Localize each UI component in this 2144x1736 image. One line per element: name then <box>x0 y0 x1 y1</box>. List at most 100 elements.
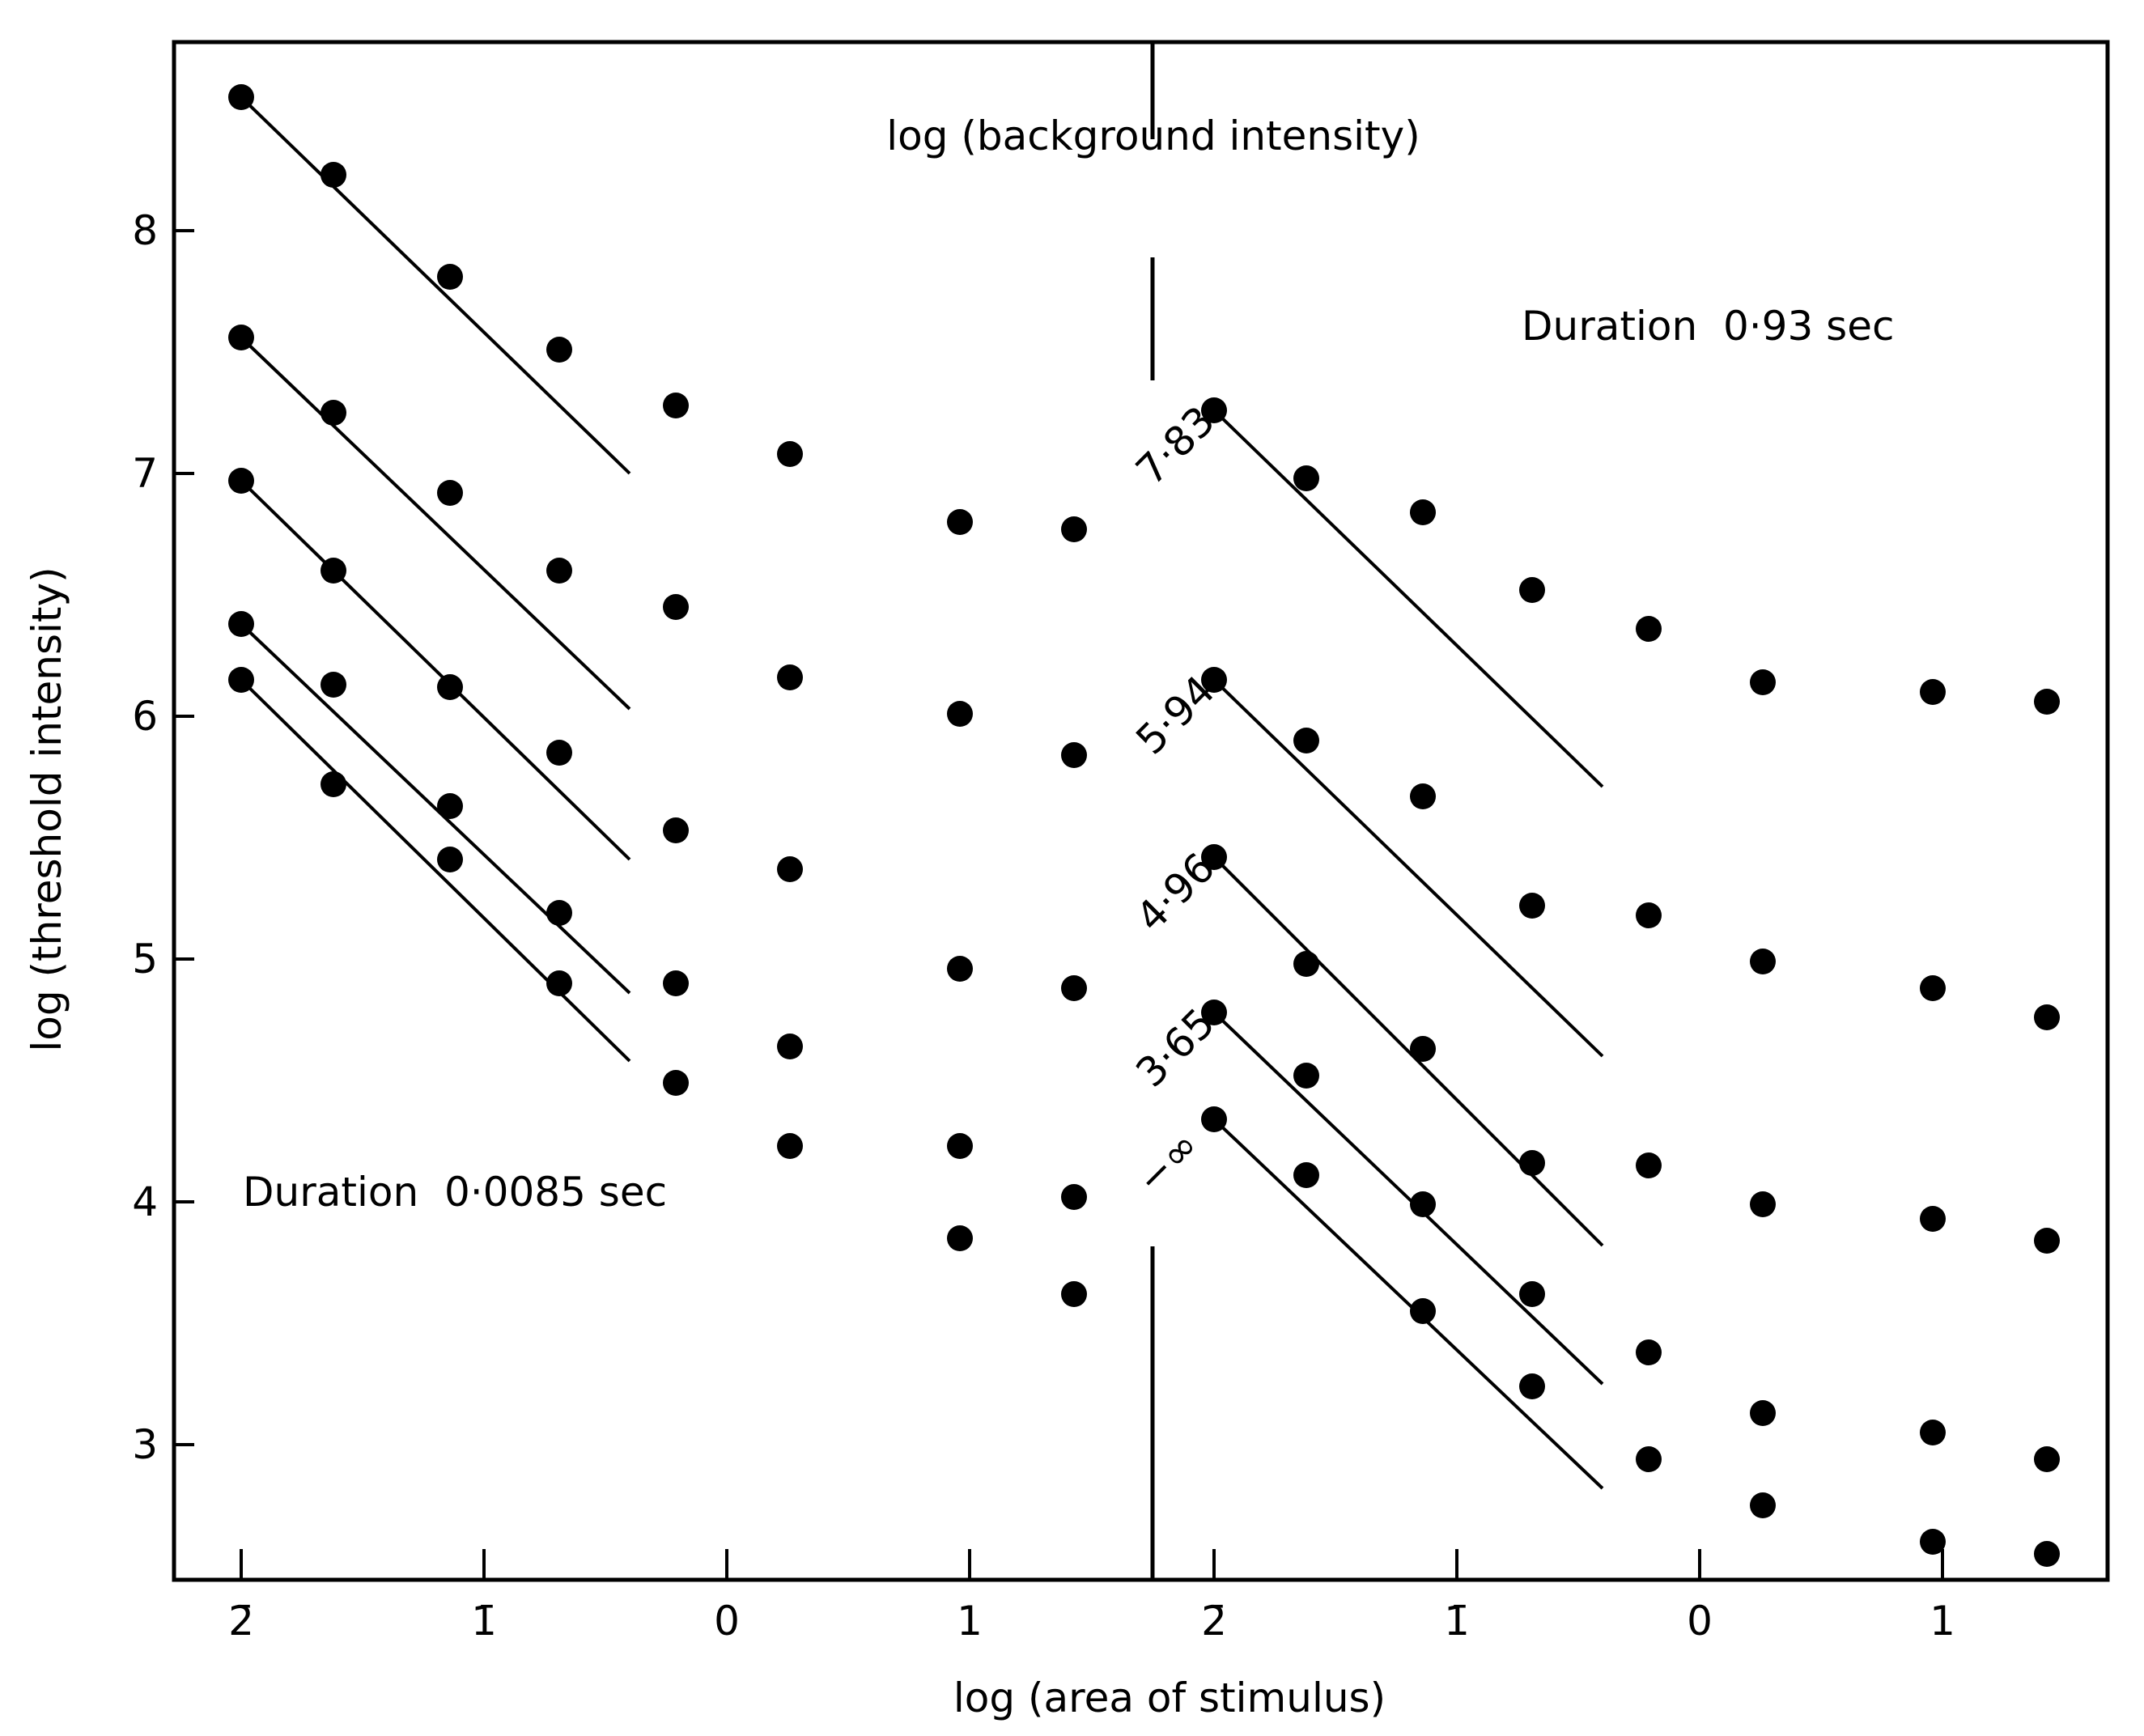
data-point <box>663 393 689 418</box>
x-tick-label: 1̄ <box>471 1598 497 1645</box>
data-point <box>546 558 572 584</box>
axis-ticks: 8 7 6 5 4 3 2̄ 1̄ 0 1 2̄ 1̄ 0 1 <box>132 207 1955 1645</box>
data-point <box>947 1133 973 1159</box>
y-tick-label: 7 <box>132 450 158 497</box>
data-point <box>437 847 463 872</box>
data-point <box>228 611 254 637</box>
data-point <box>1750 949 1776 974</box>
x-tick-label: 0 <box>714 1598 740 1645</box>
data-point <box>1410 499 1436 525</box>
data-points <box>228 84 2060 1567</box>
x-tick-label: 2̄ <box>1201 1598 1227 1645</box>
data-point <box>2034 1446 2060 1472</box>
data-point <box>663 817 689 843</box>
data-point <box>1061 1184 1087 1210</box>
data-point <box>777 664 803 690</box>
fit-line <box>1212 678 1604 1058</box>
data-point <box>228 667 254 693</box>
chart-labels: log (threshold intensity) log (area of s… <box>23 112 1894 1721</box>
fit-line <box>240 678 631 1063</box>
data-point <box>1920 1529 1946 1555</box>
data-point <box>1410 1191 1436 1217</box>
data-point <box>1201 1106 1227 1132</box>
data-point <box>1636 1446 1662 1472</box>
data-point <box>546 740 572 766</box>
data-point <box>1519 1281 1545 1307</box>
data-point <box>777 856 803 882</box>
data-point <box>321 672 346 698</box>
data-point <box>1410 1036 1436 1062</box>
data-point <box>947 1225 973 1251</box>
data-point <box>1410 783 1436 809</box>
data-point <box>1636 902 1662 928</box>
data-point <box>1061 742 1087 768</box>
fit-lines <box>240 96 1604 1490</box>
y-tick-label: 5 <box>132 936 158 983</box>
data-point <box>321 162 346 188</box>
data-point <box>777 1133 803 1159</box>
data-point <box>437 264 463 290</box>
data-point <box>1636 1152 1662 1178</box>
y-axis-label: log (threshold intensity) <box>23 567 70 1051</box>
data-point <box>663 1070 689 1096</box>
x-tick-label: 1 <box>957 1598 983 1645</box>
data-point <box>321 558 346 584</box>
data-point <box>1201 397 1227 423</box>
data-point <box>1410 1298 1436 1324</box>
data-point <box>1636 1339 1662 1365</box>
fit-line <box>1212 855 1604 1247</box>
data-point <box>2034 1541 2060 1567</box>
data-point <box>1201 667 1227 693</box>
fit-line <box>240 96 631 475</box>
data-point <box>228 468 254 494</box>
data-point <box>1293 1063 1319 1089</box>
fit-line <box>240 622 631 995</box>
data-point <box>2034 689 2060 715</box>
data-point <box>437 480 463 506</box>
y-tick-label: 6 <box>132 693 158 740</box>
fit-line <box>1212 1011 1604 1386</box>
x-tick-label: 2̄ <box>228 1598 254 1645</box>
data-point <box>546 337 572 363</box>
data-point <box>1750 1492 1776 1518</box>
data-point <box>1519 893 1545 919</box>
y-tick-label: 3 <box>132 1421 158 1468</box>
data-point <box>1293 951 1319 977</box>
data-point <box>1293 1162 1319 1188</box>
y-tick-label: 4 <box>132 1178 158 1225</box>
data-point <box>228 325 254 350</box>
data-point <box>437 674 463 700</box>
fit-line <box>240 336 631 711</box>
data-point <box>663 594 689 620</box>
y-tick-label: 8 <box>132 207 158 254</box>
data-point <box>1293 728 1319 753</box>
data-point <box>1519 1150 1545 1176</box>
fit-line <box>1212 1118 1604 1490</box>
data-point <box>777 441 803 467</box>
data-point <box>1519 577 1545 603</box>
plot-border <box>172 40 2110 1582</box>
plot-frame <box>172 40 2110 1582</box>
data-point <box>1061 516 1087 542</box>
data-point <box>1750 669 1776 695</box>
x-axis-label: log (area of stimulus) <box>953 1674 1386 1721</box>
x-tick-label: 0 <box>1687 1598 1713 1645</box>
data-point <box>947 701 973 727</box>
data-point <box>1920 1420 1946 1445</box>
top-label: log (background intensity) <box>886 112 1420 159</box>
x-tick-label: 1̄ <box>1444 1598 1470 1645</box>
data-point <box>663 970 689 996</box>
x-tick-label: 1 <box>1930 1598 1955 1645</box>
data-point <box>777 1034 803 1059</box>
data-point <box>546 970 572 996</box>
data-point <box>2034 1228 2060 1254</box>
data-point <box>1750 1191 1776 1217</box>
data-point <box>321 400 346 426</box>
data-point <box>1920 679 1946 705</box>
data-point <box>228 84 254 110</box>
panel-right-annotation: Duration 0·93 sec <box>1522 303 1894 350</box>
data-point <box>1061 1281 1087 1307</box>
data-point <box>546 900 572 926</box>
series-label: −∞ <box>1127 1122 1208 1203</box>
